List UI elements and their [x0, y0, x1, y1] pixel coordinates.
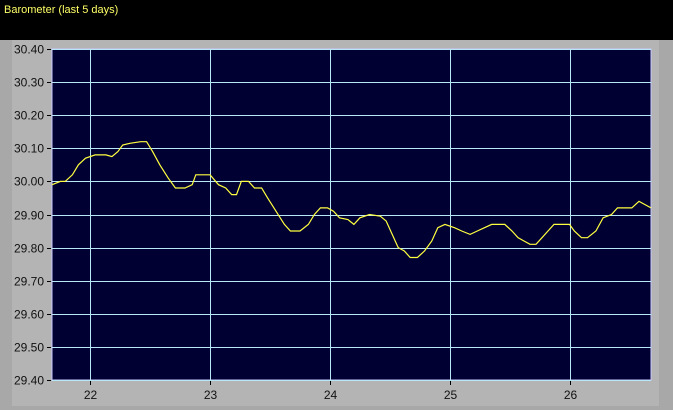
y-tick-label: 30.20	[14, 109, 44, 123]
y-tick-label: 30.40	[14, 43, 44, 57]
x-tick-label: 25	[444, 388, 458, 402]
y-tick-label: 29.60	[14, 308, 44, 322]
x-tick-label: 22	[84, 388, 98, 402]
y-tick-label: 30.00	[14, 175, 44, 189]
x-tick-label: 23	[204, 388, 218, 402]
chart-title: Barometer (last 5 days)	[4, 4, 119, 16]
y-tick-label: 29.50	[14, 341, 44, 355]
y-tick-label: 29.70	[14, 275, 44, 289]
y-tick-label: 30.30	[14, 76, 44, 90]
x-tick-label: 26	[564, 388, 578, 402]
barometer-line	[51, 141, 652, 259]
y-tick-label: 29.80	[14, 242, 44, 256]
x-tick-label: 24	[324, 388, 338, 402]
y-tick-label: 29.40	[14, 374, 44, 388]
y-tick-label: 29.90	[14, 209, 44, 223]
title-bar: Barometer (last 5 days)	[0, 0, 673, 40]
y-tick-label: 30.10	[14, 142, 44, 156]
plot-area	[51, 48, 652, 381]
